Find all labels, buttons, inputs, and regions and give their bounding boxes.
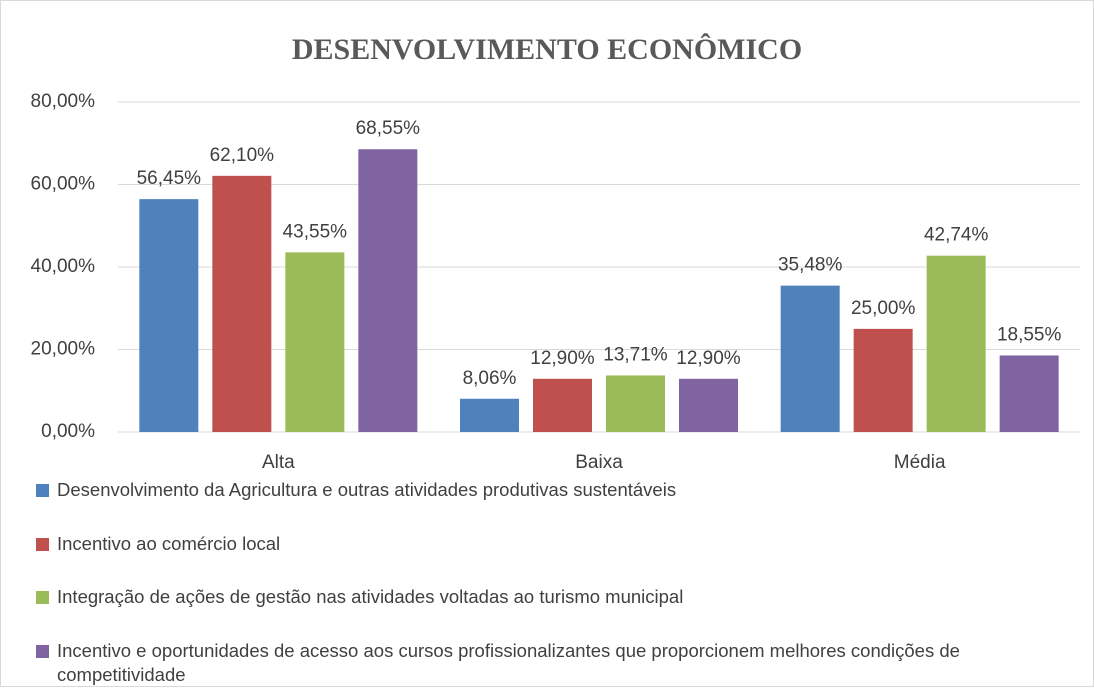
data-label: 18,55%	[997, 324, 1062, 345]
y-tick-label: 60,00%	[31, 174, 96, 195]
legend-item: Integração de ações de gestão nas ativid…	[36, 585, 1092, 639]
legend-label: Incentivo ao comércio local	[57, 532, 280, 556]
data-label: 8,06%	[463, 368, 517, 389]
chart-title: DESENVOLVIMENTO ECONÔMICO	[292, 33, 802, 66]
x-tick-label: Alta	[262, 452, 295, 473]
bar	[533, 379, 592, 432]
data-label: 62,10%	[210, 145, 275, 166]
bar	[781, 286, 840, 432]
bar	[139, 199, 198, 432]
legend-swatch	[36, 538, 49, 551]
bar	[358, 149, 417, 432]
legend-item: Desenvolvimento da Agricultura e outras …	[36, 478, 1092, 532]
bar	[460, 399, 519, 432]
legend-swatch	[36, 484, 49, 497]
legend-swatch	[36, 645, 49, 658]
data-label: 12,90%	[676, 348, 741, 369]
legend-swatch	[36, 591, 49, 604]
data-label: 43,55%	[283, 221, 348, 242]
bar	[606, 375, 665, 432]
y-tick-label: 80,00%	[31, 91, 96, 112]
bar	[212, 176, 271, 432]
y-tick-label: 40,00%	[31, 256, 96, 277]
bar	[927, 256, 986, 432]
legend: Desenvolvimento da Agricultura e outras …	[36, 478, 1092, 692]
data-label: 13,71%	[603, 344, 668, 365]
data-label: 25,00%	[851, 298, 916, 319]
bar	[285, 252, 344, 432]
x-tick-label: Média	[894, 452, 946, 473]
legend-item: Incentivo ao comércio local	[36, 532, 1092, 586]
data-label: 56,45%	[137, 168, 202, 189]
legend-label: Desenvolvimento da Agricultura e outras …	[57, 478, 676, 502]
data-label: 68,55%	[356, 118, 421, 139]
data-label: 12,90%	[530, 348, 595, 369]
x-tick-label: Baixa	[575, 452, 623, 473]
legend-label: Integração de ações de gestão nas ativid…	[57, 585, 683, 609]
y-tick-label: 20,00%	[31, 339, 96, 360]
data-label: 35,48%	[778, 255, 843, 276]
bar	[854, 329, 913, 432]
bar	[679, 379, 738, 432]
legend-item: Incentivo e oportunidades de acesso aos …	[36, 639, 1092, 692]
bar	[1000, 355, 1059, 432]
y-tick-label: 0,00%	[41, 421, 95, 442]
data-label: 42,74%	[924, 225, 989, 246]
legend-label: Incentivo e oportunidades de acesso aos …	[57, 639, 1092, 687]
